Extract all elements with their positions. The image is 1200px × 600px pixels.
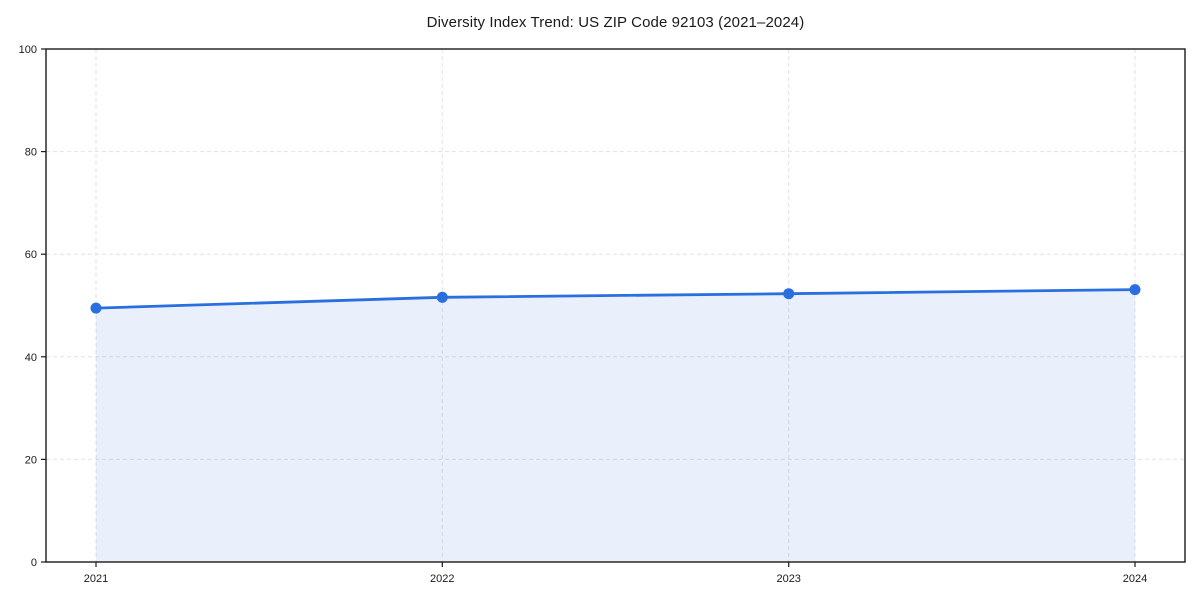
y-tick-label: 20 [25,454,37,466]
y-tick-label: 0 [31,557,37,569]
data-point-2021 [90,302,102,314]
x-tick-label: 2022 [430,573,454,585]
x-tick-label: 2023 [776,573,800,585]
trend-line [94,288,1137,310]
y-tick-label: 80 [25,147,37,159]
y-tick-label: 60 [25,249,37,261]
chart-title: Diversity Index Trend: US ZIP Code 92103… [426,14,805,31]
x-tick-label: 2024 [1123,573,1147,585]
plot-border [45,48,1186,563]
data-point-2022 [436,291,448,303]
x-tick-label: 2021 [84,573,108,585]
y-tick-label: 40 [25,352,37,364]
area-fill [96,289,1135,562]
data-point-2023 [783,288,795,300]
data-point-2024 [1129,284,1141,296]
y-tick-label: 100 [19,44,37,56]
